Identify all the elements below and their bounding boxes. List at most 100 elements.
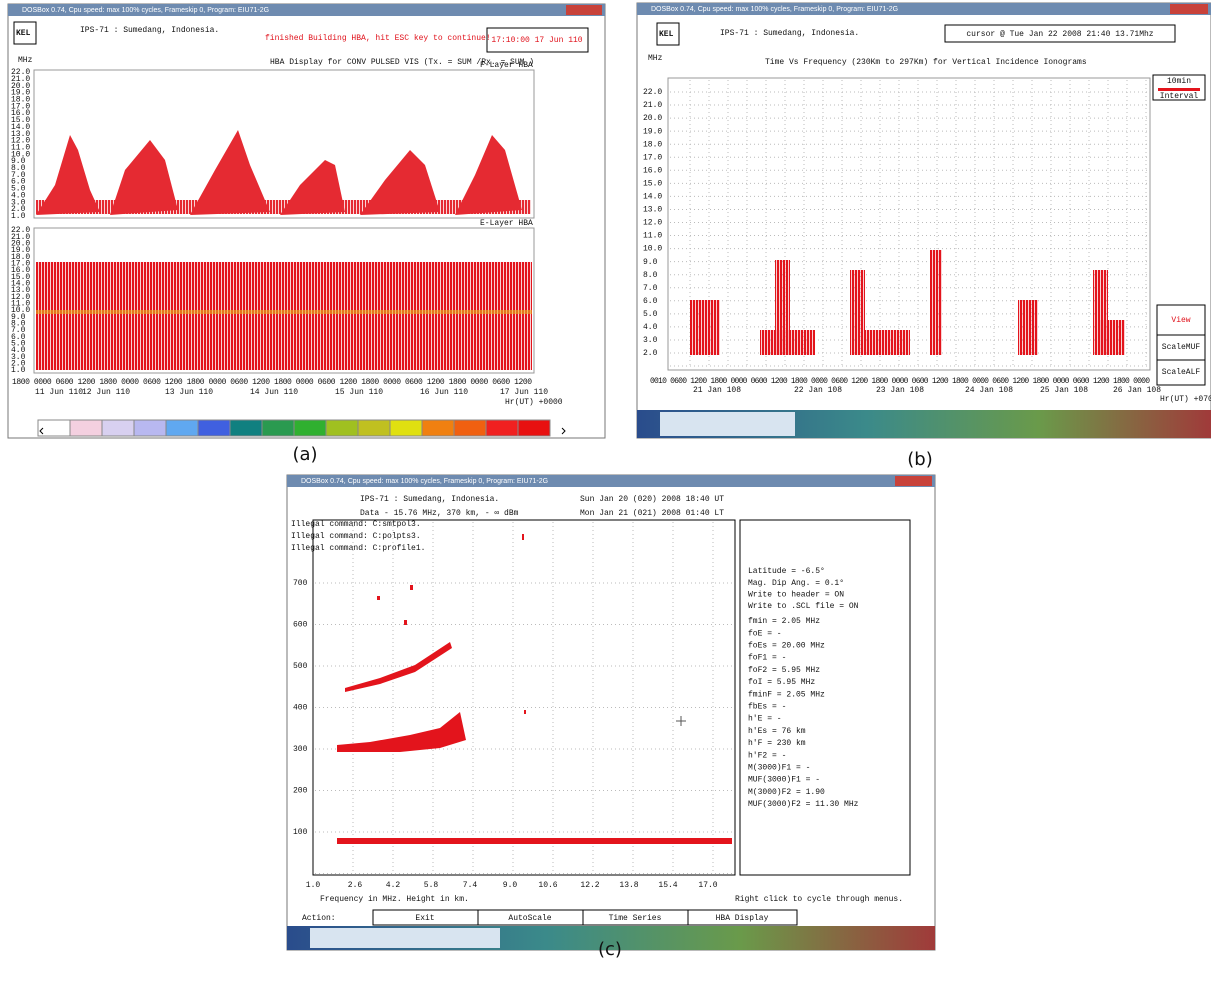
x-tick-labels: 0010 0600 1200 1800 0000 0600 1200 1800 …	[650, 377, 1150, 386]
close-button[interactable]	[895, 476, 932, 486]
button-label: Time Series	[609, 914, 662, 923]
e-layer-band	[36, 310, 532, 314]
y-tick-label: 2.0	[643, 349, 658, 358]
y-tick-label: 16.0	[643, 166, 662, 175]
parameter: fminF = 2.05 MHz	[748, 690, 825, 699]
x-tick-label: 1.0	[306, 881, 321, 890]
x-tick-label: 4.2	[386, 881, 401, 890]
y-tick-label: 19.0	[643, 127, 662, 136]
f-layer-plot	[34, 70, 534, 218]
date-label: 17 Jun 110	[500, 388, 548, 397]
interval-swatch	[1158, 88, 1200, 91]
logo: KEL	[16, 29, 31, 38]
y-tick-label: 6.0	[643, 297, 658, 306]
parameter: foE = -	[748, 629, 782, 638]
y-tick-label: 300	[293, 745, 308, 754]
taskbar-icons[interactable]	[660, 412, 795, 436]
date-label: 16 Jun 110	[420, 388, 468, 397]
date-label: 13 Jun 110	[165, 388, 213, 397]
panel-b	[637, 3, 1211, 438]
palette-swatch	[262, 420, 294, 436]
y-tick-label: 4.0	[643, 323, 658, 332]
x-tick-label: 2.6	[348, 881, 363, 890]
y-tick-label: 12.0	[643, 219, 662, 228]
parameter: MUF(3000)F2 = 11.30 MHz	[748, 800, 859, 809]
y-tick-label: 500	[293, 662, 308, 671]
station: IPS-71 : Sumedang, Indonesia.	[720, 29, 859, 38]
y-tick-label: 200	[293, 787, 308, 796]
parameter: foF1 = -	[748, 654, 786, 663]
y-tick-label: 400	[293, 704, 308, 713]
interval-label: Interval	[1160, 92, 1199, 101]
parameter: fmin = 2.05 MHz	[748, 617, 820, 626]
taskbar-icons[interactable]	[310, 928, 500, 948]
date-lt: Mon Jan 21 (021) 2008 01:40 LT	[580, 509, 724, 518]
setting: Write to .SCL file = ON	[748, 602, 859, 611]
interval-value: 10min	[1167, 77, 1191, 86]
parameter: h'F = 230 km	[748, 739, 806, 748]
parameter: h'Es = 76 km	[748, 727, 806, 736]
y-tick-label: 10.0	[643, 245, 662, 254]
action-label: Action:	[302, 914, 336, 923]
palette-swatch	[134, 420, 166, 436]
figure: DOSBox 0.74, Cpu speed: max 100% cycles,…	[0, 0, 1211, 989]
time-zone: Hr(UT) +0700	[1160, 395, 1211, 404]
y-tick-label: 18.0	[643, 140, 662, 149]
y-tick-label: 11.0	[643, 232, 662, 241]
setting: Mag. Dip Ang. = 0.1°	[748, 579, 844, 588]
parameter: M(3000)F2 = 1.90	[748, 788, 825, 797]
window-title: DOSBox 0.74, Cpu speed: max 100% cycles,…	[22, 7, 269, 14]
palette-swatch	[486, 420, 518, 436]
y-tick-label: 22.0	[643, 88, 662, 97]
y-tick-label: 3.0	[643, 336, 658, 345]
x-tick-label: 12.2	[580, 881, 599, 890]
y-tick-label: 1.0	[11, 212, 26, 221]
date-label: 22 Jan 108	[794, 386, 842, 395]
time-zone: Hr(UT) +0000	[505, 398, 563, 407]
parameter: h'E = -	[748, 715, 782, 724]
button-label: HBA Display	[716, 914, 769, 923]
window-title: DOSBox 0.74, Cpu speed: max 100% cycles,…	[651, 6, 898, 13]
y-tick-label: 7.0	[643, 284, 658, 293]
x-tick-label: 17.0	[698, 881, 717, 890]
plot-frame	[313, 520, 735, 875]
palette-swatch	[390, 420, 422, 436]
y-tick-label: 1.0	[11, 366, 26, 375]
date-label: 24 Jan 108	[965, 386, 1013, 395]
button-label: ScaleALF	[1162, 368, 1201, 377]
parameter: foEs = 20.00 MHz	[748, 642, 825, 651]
close-button[interactable]	[566, 5, 602, 15]
palette-swatch	[358, 420, 390, 436]
caption: (b)	[907, 449, 932, 470]
palette-swatch	[198, 420, 230, 436]
layer-label: E-Layer HBA	[480, 219, 533, 228]
date-label: 14 Jun 110	[250, 388, 298, 397]
parameter: M(3000)F1 = -	[748, 764, 810, 773]
date-ut: Sun Jan 20 (020) 2008 18:40 UT	[580, 495, 724, 504]
cursor-readout: cursor @ Tue Jan 22 2008 21:40 13.71Mhz	[966, 30, 1153, 39]
button-label: ScaleMUF	[1162, 343, 1201, 352]
parameter: MUF(3000)F1 = -	[748, 776, 820, 785]
x-tick-label: 15.4	[658, 881, 677, 890]
setting: Latitude = -6.5°	[748, 567, 825, 576]
y-tick-label: 9.0	[643, 258, 658, 267]
hint: Right click to cycle through menus.	[735, 895, 903, 904]
parameter: h'F2 = -	[748, 751, 786, 760]
date-label: 26 Jan 108	[1113, 386, 1161, 395]
palette-swatch	[102, 420, 134, 436]
page: {"panel_a":{"window_title":"DOSBox 0.74,…	[0, 0, 1211, 989]
y-tick-label: 8.0	[643, 271, 658, 280]
palette-swatch	[454, 420, 486, 436]
close-button[interactable]	[1170, 4, 1208, 14]
date-label: 21 Jan 108	[693, 386, 741, 395]
palette-swatch	[326, 420, 358, 436]
station: IPS-71 : Sumedang, Indonesia.	[80, 26, 219, 35]
axis-title: Frequency in MHz. Height in km.	[320, 895, 469, 904]
color-palette	[38, 420, 550, 436]
plot-title: Time Vs Frequency (230Km to 297Km) for V…	[765, 58, 1087, 67]
x-tick-label: 5.8	[424, 881, 439, 890]
y-tick-label: 5.0	[643, 310, 658, 319]
x-tick-labels: 1800 0000 0600 1200 1800 0000 0600 1200 …	[12, 378, 532, 387]
unit-label: MHz	[18, 56, 33, 65]
logo: KEL	[659, 30, 674, 39]
